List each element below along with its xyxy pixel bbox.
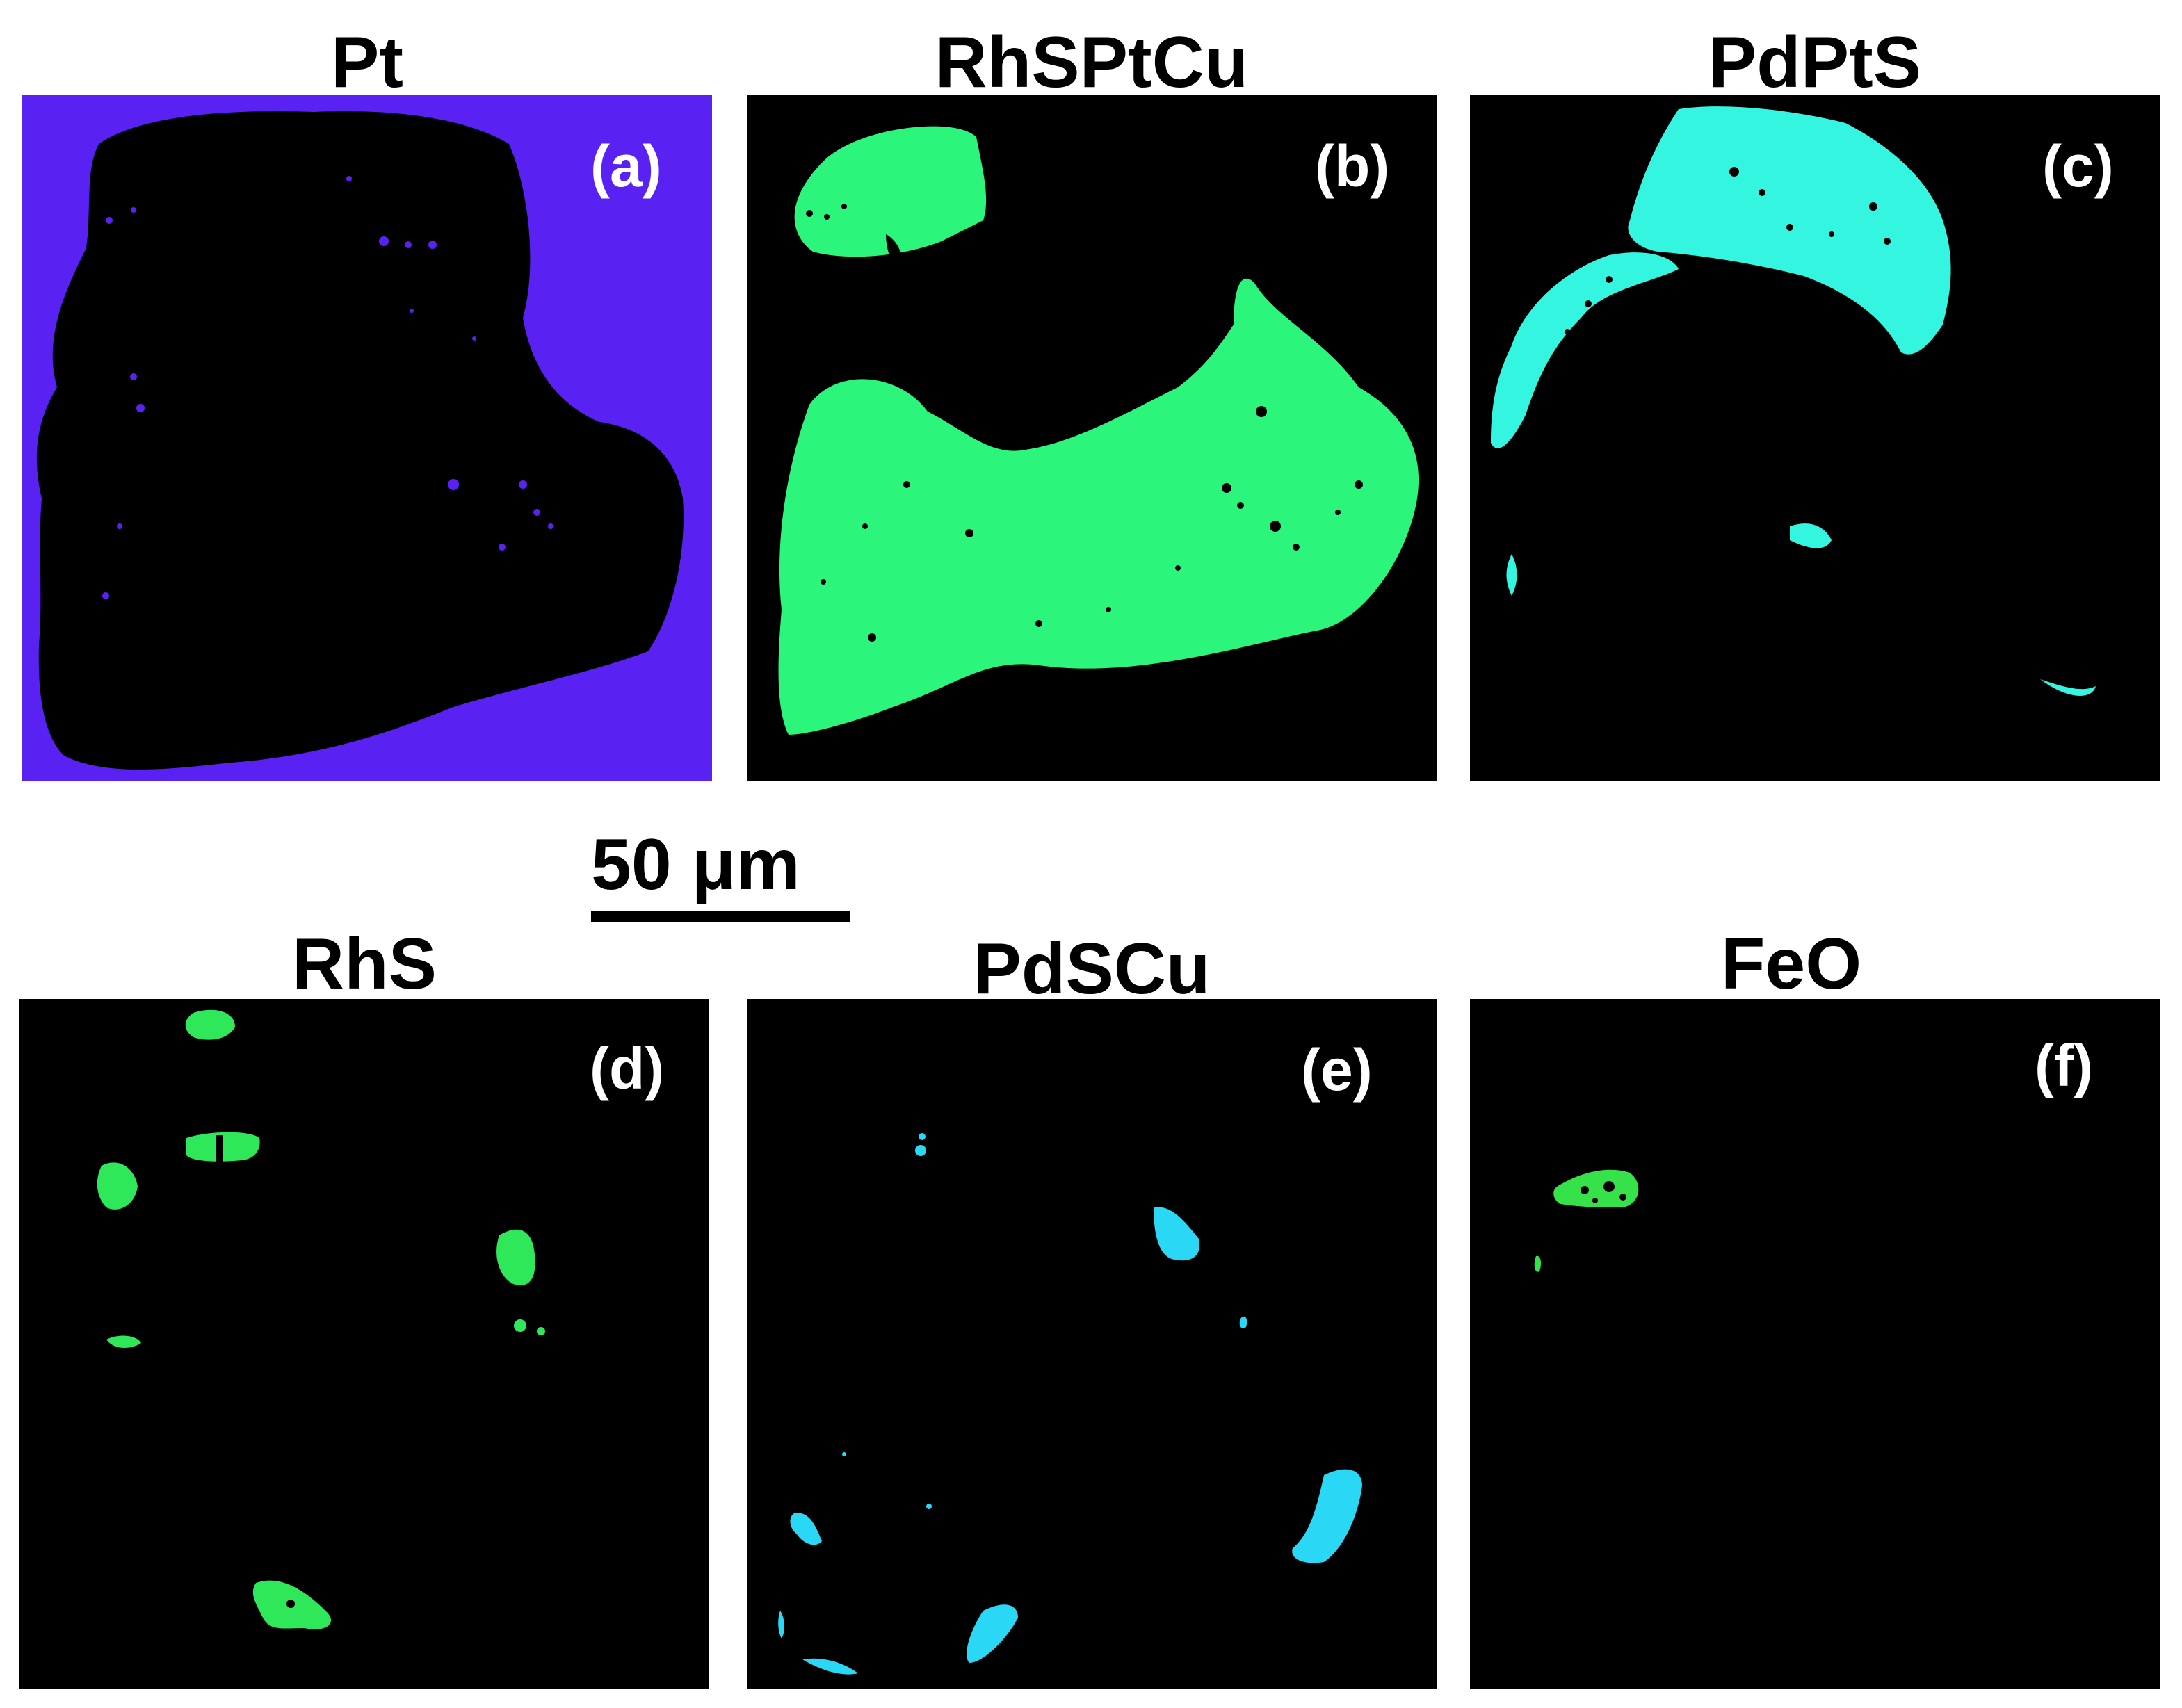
panel-f-label: (f)	[2035, 1033, 2093, 1098]
panel-f-image	[1534, 1169, 1639, 1272]
panel-a-label: (a)	[590, 133, 662, 199]
scale-bar-label: 50 μm	[591, 824, 800, 905]
panel-d-map: (d)	[19, 999, 709, 1689]
panel-c-map: (c)	[1470, 95, 2160, 781]
panel-e-label: (e)	[1301, 1037, 1373, 1103]
panel-b-label: (b)	[1315, 133, 1390, 199]
panel-d-title: RhS	[292, 924, 437, 1005]
panel-d-image	[97, 1009, 545, 1629]
panel-f-map: (f)	[1470, 999, 2160, 1689]
panel-c-image	[1491, 106, 2096, 696]
panel-e-title: PdSCu	[973, 929, 1211, 1009]
panel-b-title: RhSPtCu	[935, 22, 1249, 103]
panel-a-image	[22, 95, 712, 781]
panel-f-title: FeO	[1720, 924, 1862, 1005]
panel-c-title: PdPtS	[1708, 22, 1922, 103]
panel-a-title: Pt	[331, 22, 403, 103]
panel-d-label: (d)	[590, 1036, 665, 1101]
panel-b-map: (b)	[747, 95, 1437, 781]
panel-a-map: (a)	[22, 95, 712, 781]
panel-b-image	[778, 126, 1419, 735]
scale-bar-line	[591, 911, 850, 922]
panel-e-image	[778, 1133, 1362, 1675]
panel-c-label: (c)	[2042, 133, 2114, 199]
panel-e-map: (e)	[747, 999, 1437, 1689]
